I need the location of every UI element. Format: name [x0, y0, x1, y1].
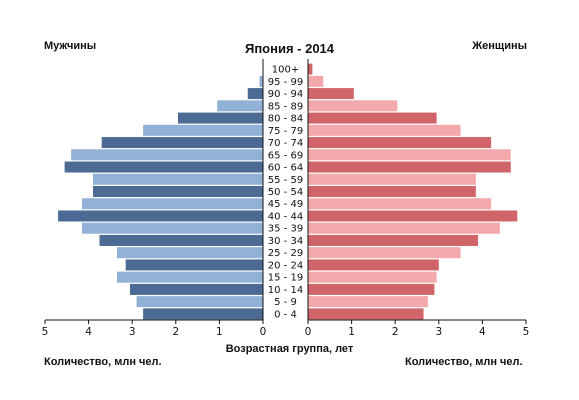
age-group-label: 100+ [272, 65, 299, 76]
age-group-label: 80 - 84 [268, 114, 303, 125]
age-group-label: 40 - 44 [268, 211, 303, 222]
age-group-label: 90 - 94 [268, 89, 303, 100]
age-group-label: 35 - 39 [268, 224, 303, 235]
bar-male-9 [82, 198, 263, 210]
bar-male-12 [64, 161, 264, 173]
age-group-label: 55 - 59 [268, 175, 303, 186]
bar-male-14 [101, 137, 264, 149]
bar-male-4 [125, 259, 263, 271]
bar-male-18 [247, 88, 263, 100]
bar-female-6 [308, 234, 479, 246]
x-tick-label-right: 4 [479, 326, 486, 338]
left-series-label: Мужчины [44, 40, 97, 52]
age-group-label: 5 - 9 [274, 297, 297, 308]
age-group-label: 20 - 24 [268, 260, 303, 271]
bar-female-18 [308, 88, 354, 100]
x-axis-label-right: Количество, млн чел. [405, 356, 523, 368]
x-tick-label-left: 3 [129, 326, 136, 338]
bar-female-4 [308, 259, 439, 271]
bar-female-13 [308, 149, 511, 161]
bar-male-19 [259, 75, 263, 87]
x-tick-label-left: 1 [216, 326, 223, 338]
bar-male-16 [177, 112, 263, 124]
age-group-label: 25 - 29 [268, 248, 303, 259]
bar-male-3 [116, 271, 263, 283]
x-tick-label-left: 2 [172, 326, 179, 338]
bar-male-6 [99, 234, 263, 246]
age-group-label: 75 - 79 [268, 126, 303, 137]
bar-female-7 [308, 222, 500, 234]
bar-male-10 [92, 185, 264, 198]
bar-female-3 [308, 271, 437, 283]
x-tick-label-left: 5 [42, 326, 49, 338]
bar-male-13 [71, 149, 263, 161]
age-group-label: 60 - 64 [268, 163, 303, 174]
bar-female-20 [308, 63, 313, 75]
bar-female-5 [308, 247, 461, 259]
x-tick-label-left: 0 [260, 326, 267, 338]
bar-male-7 [82, 222, 263, 234]
bar-female-8 [308, 210, 518, 222]
age-group-label: 70 - 74 [268, 138, 303, 149]
age-group-label: 50 - 54 [268, 187, 303, 198]
bar-male-5 [116, 247, 263, 259]
bar-male-2 [130, 283, 263, 295]
age-group-label: 95 - 99 [268, 77, 303, 88]
bar-female-17 [308, 100, 398, 112]
x-tick-label-left: 4 [85, 326, 92, 338]
bar-male-15 [143, 124, 263, 136]
x-tick-label-right: 2 [392, 326, 399, 338]
age-group-label: 30 - 34 [268, 236, 303, 247]
bar-female-2 [308, 283, 435, 295]
age-group-label: 85 - 89 [268, 101, 303, 112]
x-tick-label-right: 0 [305, 326, 312, 338]
x-tick-label-right: 5 [523, 326, 530, 338]
bar-female-0 [308, 308, 424, 320]
age-group-label: 45 - 49 [268, 199, 303, 210]
bar-female-15 [308, 124, 461, 136]
age-group-label: 10 - 14 [268, 285, 303, 296]
bar-female-19 [308, 75, 324, 87]
bar-female-14 [308, 137, 492, 149]
bar-male-11 [92, 173, 264, 185]
age-group-label: 0 - 4 [274, 309, 297, 320]
bar-female-9 [308, 198, 492, 210]
bar-male-1 [136, 296, 263, 308]
bar-male-8 [58, 210, 263, 222]
x-tick-label-right: 3 [435, 326, 442, 338]
right-series-label: Женщины [472, 40, 527, 52]
bar-female-11 [308, 173, 476, 185]
bar-male-0 [143, 308, 263, 320]
x-axis-label-left: Количество, млн чел. [44, 356, 162, 368]
bar-female-16 [308, 112, 437, 124]
bar-female-1 [308, 296, 428, 308]
bar-male-17 [217, 100, 263, 112]
age-group-label: 15 - 19 [268, 273, 303, 284]
bar-female-12 [308, 161, 511, 173]
bar-female-10 [308, 185, 476, 198]
age-group-label: 65 - 69 [268, 150, 303, 161]
center-axis-label: Возрастная группа, лет [225, 343, 354, 355]
chart-title: Япония - 2014 [244, 41, 335, 56]
x-tick-label-right: 1 [348, 326, 355, 338]
